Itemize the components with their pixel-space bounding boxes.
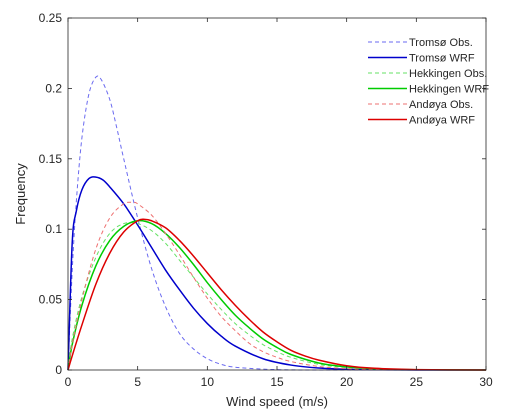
plot-area — [68, 18, 486, 370]
y-tick-label: 0.2 — [45, 81, 62, 95]
legend-entry-label: Andøya Obs. — [409, 99, 473, 111]
series-line-5 — [67, 218, 487, 371]
legend-entry-label: Hekkingen Obs. — [409, 68, 487, 80]
series-line-1 — [67, 176, 486, 371]
y-axis-label: Frequency — [13, 163, 28, 225]
legend-entry-label: Tromsø Obs. — [409, 37, 473, 49]
x-tick-label: 15 — [270, 375, 284, 389]
legend-entry-label: Tromsø WRF — [409, 53, 475, 65]
y-tick-label: 0.25 — [39, 11, 63, 25]
axis-ticks: 0 5 10 15 20 25 30 0 0.05 0.1 0.15 0.2 0.25 — [39, 11, 493, 389]
x-tick-label: 10 — [201, 375, 215, 389]
y-tick-label: 0.15 — [39, 152, 63, 166]
x-tick-label: 20 — [340, 375, 354, 389]
legend-entry-label: Andøya WRF — [409, 115, 475, 127]
x-tick-label: 30 — [479, 375, 493, 389]
series-line-2 — [67, 222, 487, 371]
series-line-3 — [67, 219, 487, 371]
x-tick-label: 0 — [65, 375, 72, 389]
x-tick-label: 25 — [410, 375, 424, 389]
y-tick-label: 0.05 — [39, 293, 63, 307]
y-tick-label: 0 — [55, 363, 62, 377]
x-axis-label: Wind speed (m/s) — [226, 394, 328, 409]
y-tick-label: 0.1 — [45, 222, 62, 236]
legend-entry-label: Hekkingen WRF — [409, 84, 489, 96]
series-line-4 — [67, 201, 487, 371]
legend: Tromsø Obs. Tromsø WRF Hekkingen Obs. Hekki… — [368, 37, 489, 127]
x-tick-label: 5 — [134, 375, 141, 389]
